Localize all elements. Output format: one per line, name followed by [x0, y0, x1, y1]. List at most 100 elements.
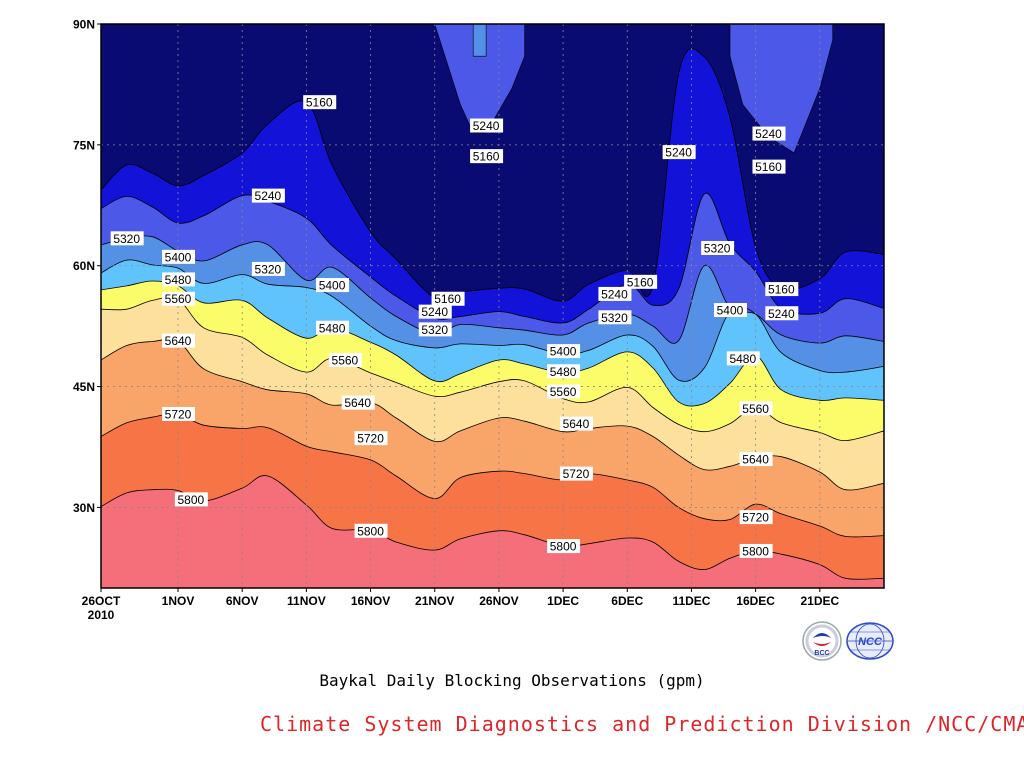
contour-label-5480: 5480: [547, 364, 581, 379]
contour-label-5400: 5400: [162, 249, 196, 264]
x-tick-label: 11NOV: [287, 594, 326, 608]
y-tick-label: 30N: [73, 501, 95, 515]
svg-text:5400: 5400: [319, 279, 346, 293]
contour-label-5320: 5320: [701, 240, 735, 255]
svg-text:5560: 5560: [165, 292, 192, 306]
svg-text:5800: 5800: [357, 524, 384, 538]
x-tick-label: 26OCT: [82, 594, 121, 608]
x-tick-label: 1DEC: [547, 594, 579, 608]
contour-label-5400: 5400: [316, 278, 350, 293]
contour-label-5800: 5800: [354, 523, 388, 538]
svg-text:5160: 5160: [755, 160, 782, 174]
svg-text:5160: 5160: [473, 150, 500, 164]
contour-label-5320: 5320: [110, 231, 144, 246]
x-tick-label: 16NOV: [351, 594, 390, 608]
contour-label-5720: 5720: [559, 466, 593, 481]
y-tick-label: 60N: [73, 259, 95, 273]
contour-label-5560: 5560: [328, 352, 362, 367]
contour-label-5320: 5320: [598, 310, 632, 325]
svg-text:5480: 5480: [165, 273, 192, 287]
contour-label-5640: 5640: [341, 395, 375, 410]
svg-text:5560: 5560: [742, 402, 769, 416]
contour-label-5160: 5160: [752, 159, 786, 174]
contour-label-5560: 5560: [162, 291, 196, 306]
chart-caption: Baykal Daily Blocking Observations (gpm): [319, 671, 705, 690]
contour-label-5320: 5320: [251, 261, 285, 276]
y-tick-label: 75N: [73, 138, 95, 152]
contour-label-5560: 5560: [739, 401, 773, 416]
x-tick-label: 21DEC: [800, 594, 839, 608]
x-tick-label: 26NOV: [479, 594, 518, 608]
svg-text:5640: 5640: [563, 417, 590, 431]
svg-text:5320: 5320: [601, 311, 628, 325]
contour-label-5720: 5720: [739, 510, 773, 525]
contour-label-5240: 5240: [418, 304, 452, 319]
y-axis: 30N 45N 60N 75N 90N: [73, 18, 101, 515]
svg-text:5720: 5720: [742, 511, 769, 525]
svg-text:5160: 5160: [768, 283, 795, 297]
contour-label-5720: 5720: [162, 406, 196, 421]
contour-line-5400: [101, 259, 884, 382]
contour-line-5240: [101, 192, 884, 324]
contour-label-5240: 5240: [662, 145, 696, 160]
contour-line-5160: [101, 48, 884, 302]
svg-text:NCC: NCC: [858, 636, 883, 648]
contour-label-5640: 5640: [162, 333, 196, 348]
svg-text:5240: 5240: [255, 189, 282, 203]
contour-label-5480: 5480: [316, 320, 350, 335]
svg-text:5800: 5800: [178, 493, 205, 507]
contour-line-5320: [101, 235, 884, 344]
contour-label-5240: 5240: [598, 286, 632, 301]
svg-text:5720: 5720: [357, 432, 384, 446]
bcc-logo: BCC: [802, 621, 842, 661]
svg-text:5400: 5400: [717, 304, 744, 318]
x-tick-label: 1NOV: [162, 594, 195, 608]
svg-text:5560: 5560: [332, 353, 359, 367]
svg-text:5320: 5320: [421, 323, 448, 337]
svg-text:5800: 5800: [742, 544, 769, 558]
contour-label-5400: 5400: [713, 303, 747, 318]
svg-text:5400: 5400: [550, 345, 577, 359]
svg-text:5480: 5480: [729, 352, 756, 366]
svg-text:5480: 5480: [550, 365, 577, 379]
x-tick-label: 6NOV: [226, 594, 259, 608]
contour-label-5160: 5160: [303, 95, 337, 110]
svg-text:5720: 5720: [165, 407, 192, 421]
pocket-5240-pocket-0: [434, 24, 525, 134]
contour-label-5240: 5240: [470, 118, 504, 133]
contour-label-5720: 5720: [354, 431, 388, 446]
svg-text:5400: 5400: [165, 250, 192, 264]
credit-line: Climate System Diagnostics and Predictio…: [260, 712, 1024, 736]
contour-label-5800: 5800: [739, 543, 773, 558]
svg-text:5640: 5640: [344, 396, 371, 410]
x-tick-label: 21NOV: [415, 594, 454, 608]
contour-label-5560: 5560: [547, 384, 581, 399]
contour-label-5160: 5160: [470, 149, 504, 164]
contour-label-5640: 5640: [739, 452, 773, 467]
svg-text:BCC: BCC: [814, 650, 829, 657]
y-tick-label: 45N: [73, 380, 95, 394]
svg-text:5800: 5800: [550, 540, 577, 554]
svg-text:5480: 5480: [319, 321, 346, 335]
contour-label-5240: 5240: [752, 126, 786, 141]
svg-text:5240: 5240: [601, 287, 628, 301]
svg-text:5720: 5720: [563, 467, 590, 481]
svg-text:5240: 5240: [755, 127, 782, 141]
svg-text:5560: 5560: [550, 385, 577, 399]
contour-line-5720: [101, 413, 884, 538]
contour-label-5640: 5640: [559, 416, 593, 431]
x-tick-label: 16DEC: [736, 594, 775, 608]
svg-text:5240: 5240: [473, 119, 500, 133]
svg-text:5320: 5320: [255, 262, 282, 276]
contour-label-5160: 5160: [624, 274, 658, 289]
svg-text:5640: 5640: [165, 334, 192, 348]
svg-text:5160: 5160: [627, 275, 654, 289]
contour-label-5240: 5240: [765, 306, 799, 321]
contour-label-5320: 5320: [418, 322, 452, 337]
contour-label-5400: 5400: [547, 344, 581, 359]
ncc-logo: NCC: [846, 622, 894, 660]
contour-label-5160: 5160: [765, 282, 799, 297]
